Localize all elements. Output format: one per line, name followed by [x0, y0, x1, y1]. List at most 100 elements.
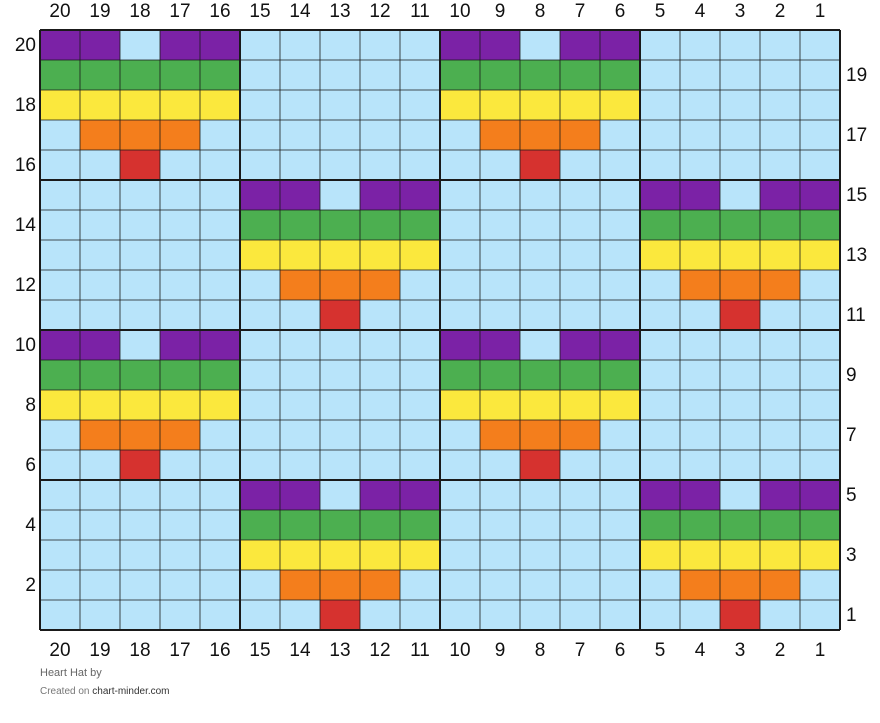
stitch-cell: [800, 300, 840, 330]
credit-site-link[interactable]: chart-minder.com: [92, 686, 170, 697]
stitch-cell: [560, 120, 600, 150]
stitch-cell: [600, 510, 640, 540]
stitch-cell: [680, 270, 720, 300]
stitch-cell: [680, 150, 720, 180]
stitch-cell: [720, 60, 760, 90]
stitch-cell: [280, 60, 320, 90]
stitch-cell: [400, 510, 440, 540]
stitch-cell: [600, 480, 640, 510]
stitch-cell: [320, 300, 360, 330]
stitch-cell: [280, 450, 320, 480]
stitch-cell: [720, 210, 760, 240]
stitch-cell: [800, 60, 840, 90]
stitch-cell: [480, 600, 520, 630]
stitch-cell: [800, 540, 840, 570]
column-number-bottom: 17: [169, 640, 190, 660]
stitch-cell: [680, 90, 720, 120]
stitch-cell: [600, 450, 640, 480]
stitch-cell: [640, 390, 680, 420]
stitch-cell: [160, 300, 200, 330]
stitch-cell: [320, 60, 360, 90]
stitch-cell: [120, 540, 160, 570]
stitch-cell: [80, 420, 120, 450]
stitch-cell: [240, 540, 280, 570]
stitch-cell: [120, 180, 160, 210]
stitch-cell: [40, 120, 80, 150]
stitch-cell: [440, 270, 480, 300]
row-number-left: 6: [25, 455, 36, 476]
stitch-cell: [160, 420, 200, 450]
column-number-bottom: 14: [289, 640, 311, 660]
stitch-cell: [720, 300, 760, 330]
stitch-cell: [160, 240, 200, 270]
stitch-cell: [520, 270, 560, 300]
stitch-cell: [480, 30, 520, 60]
stitch-cell: [520, 90, 560, 120]
stitch-cell: [120, 480, 160, 510]
stitch-cell: [440, 570, 480, 600]
stitch-cell: [440, 600, 480, 630]
stitch-cell: [80, 150, 120, 180]
stitch-cell: [720, 600, 760, 630]
stitch-cell: [760, 120, 800, 150]
stitch-cell: [760, 360, 800, 390]
stitch-cell: [320, 90, 360, 120]
stitch-cell: [240, 270, 280, 300]
stitch-cell: [320, 540, 360, 570]
stitch-cell: [560, 390, 600, 420]
stitch-cell: [680, 240, 720, 270]
stitch-cell: [160, 600, 200, 630]
stitch-cell: [520, 210, 560, 240]
stitch-cell: [440, 120, 480, 150]
stitch-cell: [520, 180, 560, 210]
stitch-cell: [400, 390, 440, 420]
stitch-cell: [40, 270, 80, 300]
stitch-cell: [280, 90, 320, 120]
stitch-cell: [560, 150, 600, 180]
stitch-cell: [560, 540, 600, 570]
stitch-cell: [40, 450, 80, 480]
stitch-cell: [480, 360, 520, 390]
stitch-cell: [720, 360, 760, 390]
column-number-bottom: 6: [615, 640, 626, 660]
stitch-cell: [280, 270, 320, 300]
stitch-cell: [440, 480, 480, 510]
stitch-cell: [120, 210, 160, 240]
stitch-cell: [480, 210, 520, 240]
stitch-cell: [200, 30, 240, 60]
stitch-cell: [480, 540, 520, 570]
stitch-cell: [240, 510, 280, 540]
stitch-cell: [520, 240, 560, 270]
stitch-cell: [200, 480, 240, 510]
stitch-cell: [480, 120, 520, 150]
stitch-cell: [360, 600, 400, 630]
stitch-cell: [760, 600, 800, 630]
row-number-right: 3: [846, 545, 857, 566]
stitch-cell: [120, 300, 160, 330]
stitch-cell: [400, 270, 440, 300]
stitch-cell: [160, 570, 200, 600]
stitch-cell: [520, 540, 560, 570]
column-number-top: 2: [775, 1, 786, 22]
stitch-cell: [600, 300, 640, 330]
stitch-cell: [760, 300, 800, 330]
stitch-cell: [520, 600, 560, 630]
stitch-cell: [400, 330, 440, 360]
stitch-cell: [360, 510, 400, 540]
row-number-left: 12: [15, 275, 36, 296]
stitch-cell: [120, 360, 160, 390]
stitch-cell: [440, 420, 480, 450]
stitch-cell: [440, 150, 480, 180]
stitch-cell: [280, 180, 320, 210]
stitch-cell: [680, 210, 720, 240]
row-number-left: 4: [25, 515, 36, 536]
column-number-bottom: 2: [775, 640, 786, 660]
chart-title-line: Heart Hat by: [40, 667, 102, 679]
stitch-cell: [760, 240, 800, 270]
stitch-cell: [720, 510, 760, 540]
stitch-cell: [320, 600, 360, 630]
column-number-bottom: 5: [655, 640, 666, 660]
stitch-cell: [480, 570, 520, 600]
stitch-cell: [320, 450, 360, 480]
stitch-cell: [800, 510, 840, 540]
